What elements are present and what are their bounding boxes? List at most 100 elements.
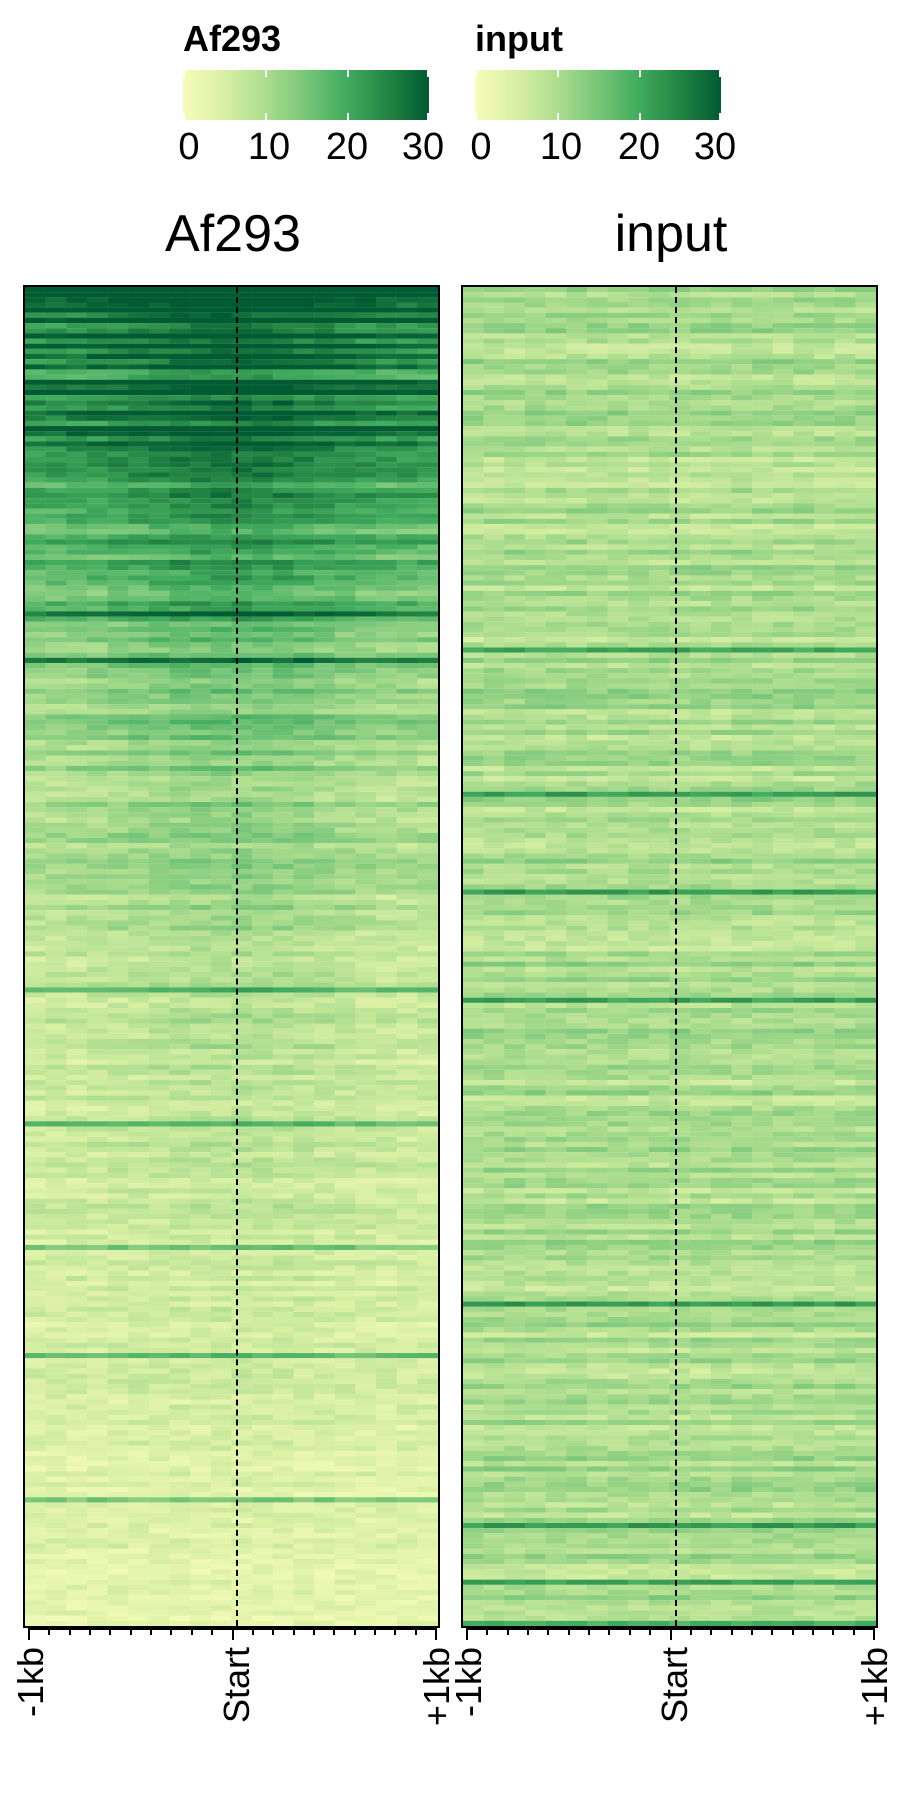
heatmap-cell xyxy=(210,1548,232,1554)
heatmap-cell xyxy=(148,786,170,792)
legend-tick xyxy=(183,113,185,120)
heatmap-cell xyxy=(334,1069,356,1076)
heatmap-cell xyxy=(334,642,356,648)
heatmap-cell xyxy=(293,1188,315,1194)
heatmap-cell xyxy=(334,709,356,715)
heatmap-cell xyxy=(86,436,108,442)
heatmap-cell xyxy=(169,1553,191,1560)
heatmap-cell xyxy=(417,1059,438,1065)
heatmap-cell xyxy=(128,987,150,993)
heatmap-cell xyxy=(293,565,315,571)
heatmap-cell xyxy=(396,822,418,828)
heatmap-cell xyxy=(417,1363,438,1369)
heatmap-cell xyxy=(128,1461,150,1467)
heatmap-cell xyxy=(66,1152,88,1158)
heatmap-cell xyxy=(66,832,88,839)
heatmap-cell xyxy=(169,1378,191,1385)
heatmap-cell xyxy=(252,1363,274,1369)
heatmap-cell xyxy=(107,1445,129,1451)
heatmap-cell xyxy=(355,549,377,555)
heatmap-cell xyxy=(334,1512,356,1518)
heatmap-cell xyxy=(210,1116,232,1122)
heatmap-cell xyxy=(376,874,397,880)
heatmap-cell xyxy=(376,1105,397,1112)
heatmap-cell xyxy=(107,1136,129,1142)
heatmap-cell xyxy=(355,389,377,396)
heatmap-cell xyxy=(231,1471,253,1477)
heatmap-cell xyxy=(376,817,397,823)
heatmap-cell xyxy=(169,369,191,375)
heatmap-cell xyxy=(355,966,377,973)
heatmap-cell xyxy=(272,683,294,689)
heatmap-cell xyxy=(396,395,418,401)
heatmap-cell xyxy=(25,1435,46,1441)
heatmap-cell xyxy=(86,1280,108,1287)
heatmap-cell xyxy=(272,781,294,787)
heatmap-cell xyxy=(231,1044,253,1050)
heatmap-cell xyxy=(169,1286,191,1292)
heatmap-cell xyxy=(128,549,150,555)
heatmap-cell xyxy=(396,1296,418,1302)
heatmap-cell xyxy=(355,338,377,344)
heatmap-cell xyxy=(355,1317,377,1323)
heatmap-cell xyxy=(190,874,212,880)
heatmap-cell xyxy=(190,1543,212,1549)
heatmap-cell xyxy=(45,523,67,530)
heatmap-cell xyxy=(355,750,377,756)
heatmap-cell xyxy=(210,529,232,535)
heatmap-cell xyxy=(107,1301,129,1307)
heatmap-cell xyxy=(293,848,315,854)
heatmap-cell xyxy=(86,688,108,694)
heatmap-cell xyxy=(128,601,150,607)
heatmap-cell xyxy=(210,1002,232,1009)
heatmap-cell xyxy=(355,735,377,741)
heatmap-cell xyxy=(272,1126,294,1132)
heatmap-cell xyxy=(252,1198,274,1204)
heatmap-cell xyxy=(396,405,418,411)
heatmap-cell xyxy=(231,1553,253,1560)
heatmap-cell xyxy=(231,904,253,911)
heatmap-cell xyxy=(25,668,46,674)
legend-input: input 0 10 20 30 xyxy=(470,18,736,168)
heatmap-cell xyxy=(252,698,274,705)
heatmap-cell xyxy=(293,420,315,427)
heatmap-cell xyxy=(25,580,46,586)
heatmap-cell xyxy=(355,812,377,818)
heatmap-cell xyxy=(86,750,108,756)
heatmap-cell xyxy=(334,1327,356,1333)
heatmap-cell xyxy=(210,292,232,298)
heatmap-cell xyxy=(334,420,356,427)
heatmap-cell xyxy=(66,1244,88,1251)
heatmap-cell xyxy=(107,1275,129,1282)
heatmap-cell xyxy=(376,1347,397,1354)
heatmap-cell xyxy=(190,307,212,313)
heatmap-cell xyxy=(128,456,150,463)
heatmap-cell xyxy=(314,1141,335,1148)
heatmap-cell xyxy=(334,961,356,967)
heatmap-cell xyxy=(231,868,253,875)
heatmap-cell xyxy=(45,904,67,911)
heatmap-cell xyxy=(376,683,397,689)
heatmap-cell xyxy=(355,1183,377,1189)
heatmap-cell xyxy=(355,657,377,664)
heatmap-cell xyxy=(231,1327,253,1333)
heatmap-cell xyxy=(25,1203,46,1209)
heatmap-cell xyxy=(66,698,88,705)
legend-colorbar xyxy=(183,70,429,120)
heatmap-cell xyxy=(252,1121,274,1127)
heatmap-cell xyxy=(396,369,418,375)
heatmap-cell xyxy=(66,724,88,730)
heatmap-cell xyxy=(148,1435,170,1441)
heatmap-cell xyxy=(148,1476,170,1482)
heatmap-cell xyxy=(417,1188,438,1194)
heatmap-cell xyxy=(190,1214,212,1220)
heatmap-cell xyxy=(66,838,88,844)
heatmap-cell xyxy=(45,1409,67,1415)
heatmap-cell xyxy=(334,1208,356,1215)
heatmap-cell xyxy=(210,1332,232,1338)
heatmap-cell xyxy=(314,1188,335,1194)
heatmap-cell xyxy=(148,1353,170,1359)
heatmap-cell xyxy=(210,1260,232,1266)
heatmap-cell xyxy=(417,1044,438,1050)
heatmap-cell xyxy=(25,843,46,849)
